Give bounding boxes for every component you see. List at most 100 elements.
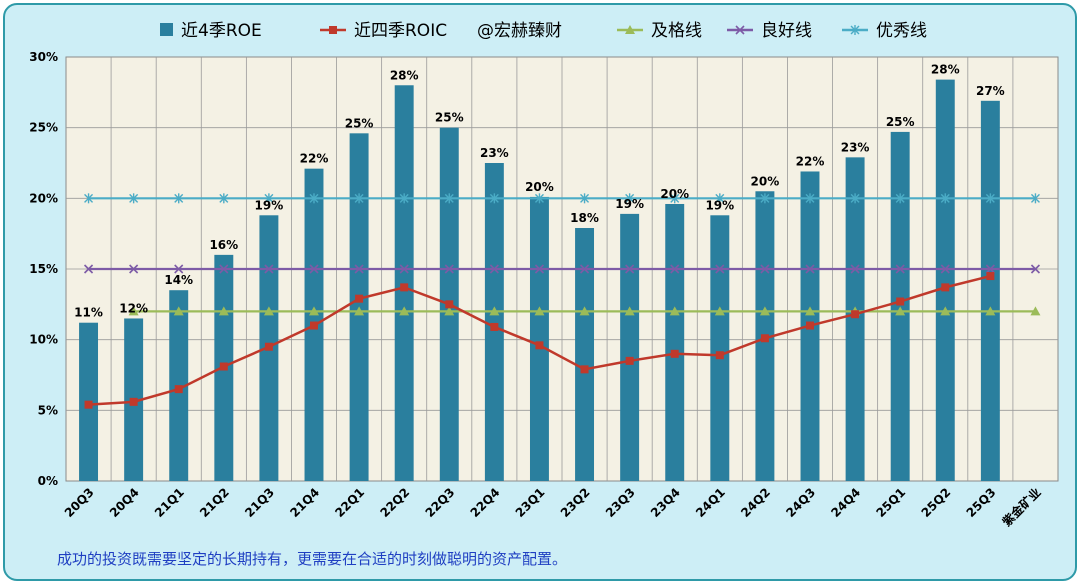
roe-data-label: 23%: [841, 140, 870, 154]
pass-line-point: [399, 306, 410, 316]
roe-data-label: 28%: [931, 63, 960, 77]
roe-data-label: 19%: [255, 198, 284, 212]
excellent-line-point: [84, 193, 94, 204]
excellent-line-point: [129, 193, 139, 204]
excellent-line-point: [444, 193, 454, 204]
roe-data-label: 16%: [209, 238, 238, 252]
x-tick-label: 23Q2: [558, 485, 593, 520]
roic-point: [625, 356, 634, 365]
roic-point: [715, 351, 724, 360]
roic-point: [986, 272, 995, 281]
roic-point: [84, 400, 93, 409]
x-tick-label: 25Q2: [919, 485, 954, 520]
roe-data-label: 27%: [976, 84, 1005, 98]
good-line-point: [399, 264, 409, 274]
good-line-point: [444, 264, 454, 274]
excellent-line-point: [805, 193, 815, 204]
good-line-point: [579, 264, 590, 274]
excellent-line-point: [354, 193, 364, 204]
roe-data-label: 25%: [435, 111, 464, 125]
x-tick-label: 23Q3: [603, 485, 638, 520]
legend-label: 良好线: [761, 21, 812, 41]
roic-point: [174, 385, 183, 394]
good-line-point: [534, 264, 545, 274]
x-tick-label: 24Q2: [738, 485, 773, 520]
roe-data-label: 20%: [751, 174, 780, 188]
good-line-point: [219, 264, 229, 274]
excellent-line-point: [264, 193, 274, 204]
roic-point: [400, 283, 409, 292]
pass-line-point: [218, 306, 229, 316]
x-tick-label: 21Q3: [242, 485, 277, 520]
good-line-point: [940, 264, 950, 274]
roe-bar: [935, 79, 955, 481]
good-line-point: [895, 264, 905, 274]
roic-point: [941, 283, 950, 292]
excellent-line-point: [219, 193, 229, 204]
good-line-point: [850, 264, 860, 274]
pass-line-point: [263, 306, 274, 316]
x-tick-label: 24Q3: [783, 485, 818, 520]
pass-line-point: [714, 306, 725, 316]
roic-point: [445, 300, 454, 309]
legend-label: 近4季ROE: [181, 21, 262, 41]
good-line-point: [264, 264, 274, 274]
x-tick-label: 20Q3: [62, 485, 97, 520]
excellent-line-point: [760, 193, 770, 204]
good-line-point: [670, 264, 680, 274]
legend-pass-line-marker: [625, 25, 635, 34]
good-line-point: [625, 264, 635, 274]
roe-data-label: 14%: [164, 273, 193, 287]
x-tick-label: 25Q1: [873, 485, 908, 520]
roic-point: [355, 294, 364, 303]
roe-bar: [665, 203, 685, 481]
roe-bar: [620, 213, 640, 481]
pass-line-point: [1030, 306, 1041, 316]
legend-good-line-marker: [735, 25, 745, 35]
roic-point: [310, 321, 318, 330]
excellent-line-point: [940, 193, 950, 204]
y-tick-label: 20%: [29, 191, 58, 205]
x-tick-label: 24Q1: [693, 485, 728, 520]
pass-line-point: [805, 306, 815, 316]
roe-data-label: 22%: [300, 152, 329, 166]
x-tick-label: 24Q4: [828, 485, 863, 520]
roe-data-label: 19%: [615, 197, 644, 211]
good-line-point: [715, 264, 725, 274]
pass-line-point: [489, 306, 500, 316]
legend-label: 近四季ROIC: [354, 21, 447, 41]
excellent-line-point: [580, 193, 590, 204]
roe-data-label: 11%: [74, 306, 103, 320]
x-tick-label: 20Q4: [107, 485, 142, 520]
legend-roic-marker: [329, 26, 337, 34]
roic-point: [670, 349, 679, 358]
excellent-line-point: [489, 193, 499, 204]
pass-line-point: [173, 306, 184, 316]
y-tick-label: 15%: [29, 262, 58, 276]
excellent-line-point: [715, 193, 725, 204]
y-tick-label: 10%: [29, 333, 58, 347]
excellent-line-point: [1030, 193, 1040, 204]
roe-bar: [529, 196, 549, 482]
excellent-line-point: [895, 193, 905, 204]
roic-point: [535, 341, 544, 350]
good-line-point: [805, 264, 815, 274]
roe-bar: [845, 157, 865, 481]
roe-data-label: 25%: [345, 116, 374, 130]
pass-line-point: [534, 306, 545, 316]
x-tick-label: 22Q1: [332, 485, 367, 520]
roic-point: [219, 362, 228, 371]
x-tick-label: 21Q1: [152, 485, 187, 520]
pass-line-point: [940, 306, 951, 316]
y-tick-label: 25%: [29, 121, 58, 135]
excellent-line-point: [625, 193, 635, 204]
pass-line-point: [354, 306, 365, 316]
pass-line-point: [128, 306, 139, 316]
watermark-text: @宏赫臻财: [477, 21, 562, 41]
roic-point: [760, 334, 769, 343]
y-tick-label: 5%: [38, 403, 58, 417]
excellent-line-point: [670, 193, 680, 204]
pass-line-point: [669, 306, 680, 316]
good-line-point: [309, 264, 319, 274]
x-tick-label: 23Q1: [513, 485, 548, 520]
